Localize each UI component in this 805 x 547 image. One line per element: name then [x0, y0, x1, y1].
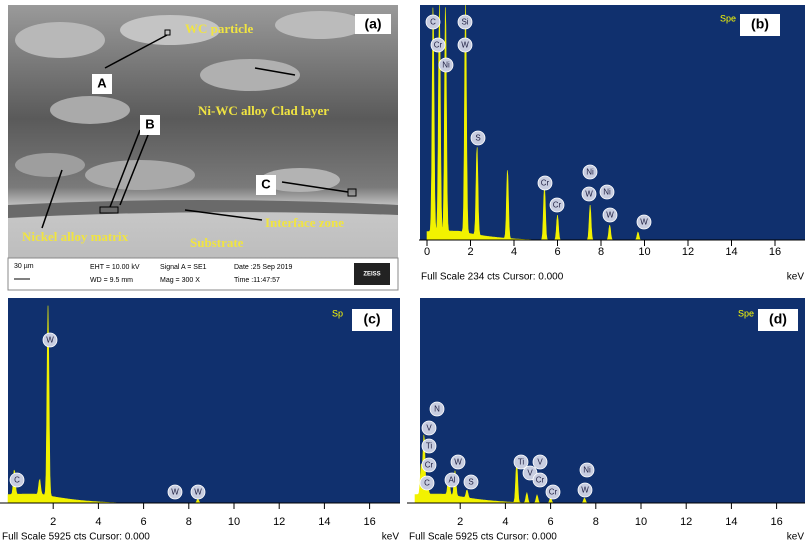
x-tick-label: 6	[548, 516, 554, 528]
info-text: EHT = 10.00 kV	[90, 264, 140, 271]
element-tag: Si	[461, 18, 468, 27]
element-tag: Cr	[434, 41, 443, 50]
figure: (a) WC particle Ni-WC alloy Clad layer A B C N…	[0, 0, 805, 543]
x-tick-label: 12	[273, 516, 285, 528]
annotation: Ni-WC alloy Clad layer	[198, 103, 329, 118]
x-tick-label: 8	[593, 516, 599, 528]
annotation: Nickel alloy matrix	[22, 229, 129, 244]
x-tick-label: 14	[725, 246, 737, 258]
x-tick-label: 10	[638, 246, 650, 258]
element-tag: Cr	[425, 461, 434, 470]
element-tag: W	[461, 41, 469, 50]
element-tag: V	[537, 458, 543, 467]
annotation: WC particle	[185, 21, 253, 36]
axis-unit: keV	[787, 272, 805, 283]
info-text: 30 µm	[14, 263, 34, 270]
x-tick-label: 4	[95, 516, 101, 528]
x-tick-label: 14	[318, 516, 330, 528]
info-text: Date :25 Sep 2019	[234, 264, 292, 271]
info-text: Time :11:47:57	[234, 277, 280, 284]
x-tick-label: 8	[186, 516, 192, 528]
annotation: Interface zone	[265, 215, 344, 230]
panel-label: (b)	[751, 16, 769, 32]
panel-label: (c)	[363, 311, 380, 327]
element-tag: Cr	[536, 476, 545, 485]
x-tick-label: 16	[363, 516, 375, 528]
corner-text: Spe	[720, 13, 736, 23]
info-text: ZEISS	[363, 272, 380, 278]
axis-unit: keV	[787, 532, 805, 543]
element-tag: V	[527, 469, 533, 478]
element-tag: C	[14, 476, 20, 485]
spectrum-plot	[420, 298, 805, 503]
info-text: WD = 9.5 mm	[90, 277, 133, 284]
annotation: Substrate	[190, 235, 244, 250]
element-tag: W	[454, 458, 462, 467]
element-tag: Ni	[586, 168, 594, 177]
x-tick-label: 12	[680, 516, 692, 528]
footer: Full Scale 5925 cts Cursor: 0.000	[409, 532, 557, 543]
element-tag: Ti	[518, 458, 525, 467]
axis-unit: keV	[382, 532, 400, 543]
element-tag: W	[171, 488, 179, 497]
x-tick-label: 10	[228, 516, 240, 528]
element-tag: W	[640, 218, 648, 227]
element-tag: W	[585, 190, 593, 199]
x-tick-label: 0	[424, 246, 430, 258]
x-tick-label: 16	[770, 516, 782, 528]
panel-label: (d)	[769, 311, 787, 327]
element-tag: Cr	[549, 488, 558, 497]
x-tick-label: 4	[502, 516, 508, 528]
element-tag: W	[46, 336, 54, 345]
corner-text: Spe	[738, 308, 754, 318]
element-tag: Cr	[541, 179, 550, 188]
element-tag: W	[194, 488, 202, 497]
annotation: C	[261, 176, 271, 191]
x-tick-label: 4	[511, 246, 517, 258]
spectrum-plot	[8, 298, 400, 503]
element-tag: Ni	[442, 61, 450, 70]
x-tick-label: 2	[467, 246, 473, 258]
x-tick-label: 14	[725, 516, 737, 528]
element-tag: N	[434, 405, 440, 414]
info-text: Signal A = SE1	[160, 264, 207, 271]
element-tag: C	[424, 479, 430, 488]
element-tag: W	[606, 211, 614, 220]
corner-text: Sp	[332, 308, 343, 318]
footer: Full Scale 5925 cts Cursor: 0.000	[2, 532, 150, 543]
annotation: A	[97, 75, 107, 90]
info-text: Mag = 300 X	[160, 277, 200, 284]
x-tick-label: 6	[554, 246, 560, 258]
annotation: B	[145, 116, 154, 131]
element-tag: Al	[448, 476, 455, 485]
element-tag: C	[430, 18, 436, 27]
element-tag: S	[475, 134, 480, 143]
element-tag: Ni	[603, 188, 611, 197]
element-tag: S	[468, 478, 473, 487]
element-tag: W	[581, 486, 589, 495]
x-tick-label: 12	[682, 246, 694, 258]
element-tag: V	[426, 424, 432, 433]
x-tick-label: 2	[457, 516, 463, 528]
element-tag: Ni	[583, 466, 591, 475]
x-tick-label: 2	[50, 516, 56, 528]
panel-label: (a)	[364, 16, 381, 32]
x-tick-label: 16	[769, 246, 781, 258]
footer: Full Scale 234 cts Cursor: 0.000	[421, 272, 564, 283]
x-tick-label: 8	[598, 246, 604, 258]
x-tick-label: 10	[635, 516, 647, 528]
x-tick-label: 6	[141, 516, 147, 528]
element-tag: Cr	[553, 201, 562, 210]
element-tag: Ti	[426, 442, 433, 451]
